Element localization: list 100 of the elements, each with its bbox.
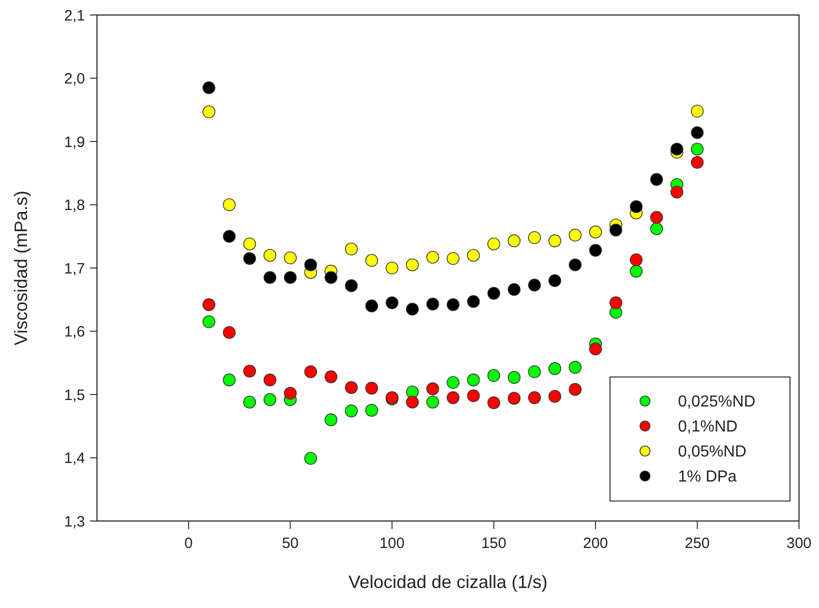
point — [344, 381, 358, 394]
point — [589, 342, 602, 356]
point — [568, 360, 582, 374]
y-tick-label: 1,6 — [64, 324, 85, 340]
point — [548, 390, 562, 403]
x-axis-title: Velocidad de cizalla (1/s) — [348, 572, 548, 592]
point — [589, 226, 602, 238]
point — [568, 258, 582, 272]
x-tick-label: 250 — [684, 535, 710, 552]
point — [650, 173, 663, 186]
point — [487, 238, 500, 250]
point — [630, 200, 643, 214]
point — [446, 252, 460, 265]
y-tick-label: 1,8 — [64, 197, 85, 214]
point — [568, 383, 582, 396]
point — [304, 365, 318, 378]
point — [284, 251, 297, 264]
point — [344, 242, 358, 256]
point — [243, 396, 256, 408]
point — [650, 211, 663, 224]
point — [222, 198, 236, 212]
point — [508, 392, 521, 405]
point — [365, 382, 378, 395]
point — [670, 186, 684, 198]
point — [304, 452, 318, 465]
point — [222, 374, 236, 386]
point — [467, 248, 480, 262]
point — [406, 258, 419, 272]
legend-label: 0,025%ND — [678, 394, 756, 411]
point — [264, 374, 276, 386]
point — [243, 252, 256, 265]
point — [650, 222, 663, 236]
point — [222, 230, 236, 243]
point — [630, 253, 643, 266]
point — [243, 238, 256, 250]
y-tick-label: 1,5 — [64, 386, 85, 404]
y-tick-label: 1,3 — [64, 513, 85, 530]
point — [528, 365, 541, 378]
x-tick-label: 200 — [583, 535, 608, 552]
y-tick-label: 2,1 — [64, 7, 85, 24]
point — [304, 258, 318, 272]
point — [386, 262, 398, 274]
x-tick-label: 300 — [786, 535, 812, 552]
point — [264, 271, 276, 284]
point — [690, 104, 704, 118]
point — [284, 386, 297, 400]
point — [467, 295, 480, 308]
point — [426, 396, 440, 408]
point — [406, 302, 419, 316]
point — [630, 264, 643, 278]
point — [467, 389, 480, 402]
point — [467, 374, 480, 386]
point — [406, 396, 419, 408]
point — [690, 126, 704, 140]
point — [324, 413, 338, 426]
point — [324, 271, 338, 284]
point — [202, 298, 216, 312]
point — [365, 254, 378, 267]
point — [202, 315, 216, 328]
point — [446, 298, 460, 312]
point — [528, 391, 541, 404]
point — [589, 244, 602, 257]
point — [609, 224, 622, 236]
point — [508, 283, 521, 296]
x-tick-label: 50 — [282, 535, 299, 552]
point — [365, 404, 378, 417]
point — [264, 393, 276, 406]
point — [426, 382, 440, 396]
point — [324, 370, 338, 384]
point — [528, 231, 541, 244]
point — [508, 234, 521, 248]
point — [243, 364, 256, 378]
point — [222, 326, 236, 339]
point — [548, 274, 562, 288]
legend-label: 0,1%ND — [678, 418, 738, 436]
point — [487, 369, 500, 382]
y-tick-label: 1,9 — [64, 134, 85, 151]
y-tick-label: 1,7 — [64, 260, 85, 278]
point — [609, 296, 622, 310]
point — [508, 371, 521, 384]
x-tick-label: 0 — [184, 535, 193, 552]
y-tick-label: 2,0 — [64, 70, 85, 88]
point — [446, 391, 460, 404]
point — [426, 250, 440, 264]
point — [284, 271, 297, 284]
point — [365, 300, 378, 312]
point — [386, 296, 398, 310]
legend-label: 1% DPa — [678, 468, 737, 486]
point — [202, 81, 216, 94]
point — [548, 234, 562, 248]
point — [690, 156, 704, 169]
point — [548, 362, 562, 375]
point — [528, 278, 541, 292]
x-tick-label: 100 — [380, 535, 405, 552]
point — [487, 396, 500, 410]
point — [446, 376, 460, 389]
x-tick-label: 150 — [481, 535, 506, 552]
legend-label: 0,05%ND — [678, 444, 746, 461]
point — [344, 404, 358, 418]
point — [670, 142, 684, 156]
